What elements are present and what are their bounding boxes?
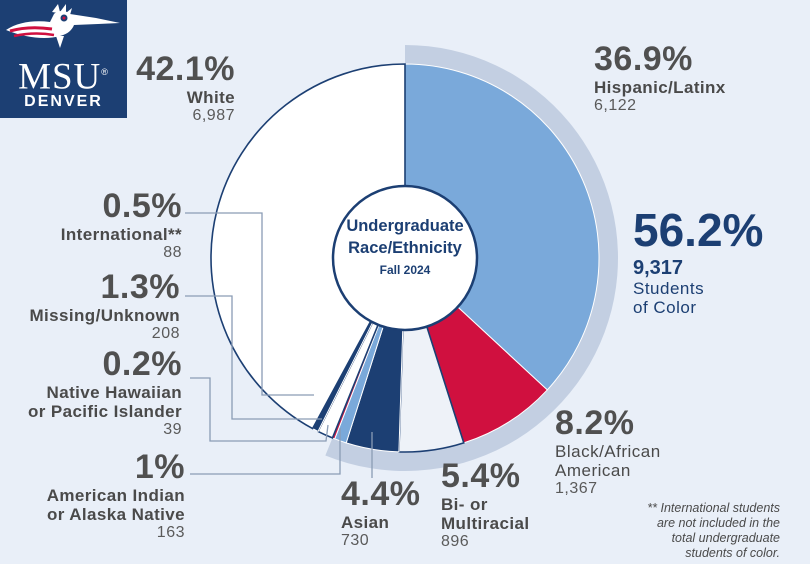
black-percent: 8.2% [555, 404, 635, 442]
label-hispanic: 36.9% Hispanic/Latinx 6,122 [594, 40, 794, 115]
students-of-color-label-2: of Color [633, 297, 697, 317]
leader-lines [185, 212, 373, 478]
native-count: 163 [156, 524, 185, 542]
footnote-line-3: total undergraduate [671, 531, 780, 545]
footnote: ** International students are not includ… [600, 501, 780, 561]
native-percent: 1% [134, 448, 185, 486]
missing-name: Missing/Unknown [29, 306, 180, 326]
asian-count: 730 [341, 532, 370, 550]
pacific-percent: 0.2% [102, 345, 182, 383]
donut-center-hole [331, 184, 479, 332]
chart-subtitle: Fall 2024 [379, 263, 431, 277]
black-name-1: Black/African [555, 442, 661, 462]
white-percent: 42.1% [136, 50, 235, 88]
leader-line-international [185, 212, 314, 396]
pacific-name-1: Native Hawaiian [46, 383, 182, 403]
footnote-line-4: students of color. [685, 546, 780, 560]
white-count: 6,987 [192, 107, 235, 125]
label-asian: 4.4% Asian 730 [341, 475, 441, 550]
hispanic-count: 6,122 [594, 97, 637, 115]
missing-percent: 1.3% [100, 268, 180, 306]
pacific-count: 39 [163, 421, 182, 439]
msu-denver-logo: MSU® DENVER [0, 0, 127, 118]
label-black: 8.2% Black/African American 1,367 [555, 404, 755, 498]
label-white: 42.1% White 6,987 [100, 50, 235, 125]
label-native: 1% American Indian or Alaska Native 163 [10, 448, 185, 542]
leader-line-pacific [190, 377, 329, 442]
multiracial-count: 896 [441, 533, 470, 551]
asian-name: Asian [341, 513, 390, 533]
logo-msu-text: MSU® [0, 52, 127, 97]
label-missing: 1.3% Missing/Unknown 208 [5, 268, 180, 343]
logo-trademark: ® [101, 67, 109, 77]
international-percent: 0.5% [102, 187, 182, 225]
asian-percent: 4.4% [341, 475, 421, 513]
international-count: 88 [163, 244, 182, 262]
leader-line-native [190, 428, 341, 475]
roadrunner-logo-icon [6, 4, 120, 48]
black-name-2: American [555, 461, 631, 481]
label-international: 0.5% International** 88 [10, 187, 182, 262]
label-multiracial: 5.4% Bi- or Multiracial 896 [441, 457, 591, 551]
pacific-name-2: or Pacific Islander [27, 402, 182, 422]
chart-title-line-2: Race/Ethnicity [348, 239, 462, 257]
logo-msu-label: MSU [18, 56, 102, 98]
hispanic-name: Hispanic/Latinx [594, 78, 726, 98]
native-name-1: American Indian [46, 486, 185, 506]
students-of-color-label-1: Students [633, 278, 705, 298]
native-name-2: or Alaska Native [46, 505, 185, 525]
chart-center-title: Undergraduate Race/Ethnicity Fall 2024 [334, 215, 476, 277]
donut-slices [210, 63, 600, 453]
missing-count: 208 [151, 325, 180, 343]
chart-title-line-1: Undergraduate [346, 217, 464, 235]
multiracial-name-2: Multiracial [441, 514, 530, 534]
leader-line-missing [185, 295, 322, 420]
students-of-color-count: 9,317 [633, 256, 684, 279]
multiracial-name-1: Bi- or [441, 495, 488, 515]
multiracial-percent: 5.4% [441, 457, 521, 495]
international-name: International** [60, 225, 182, 245]
logo-denver-text: DENVER [24, 93, 103, 110]
black-count: 1,367 [555, 480, 598, 498]
white-name: White [186, 88, 235, 108]
label-pacific: 0.2% Native Hawaiian or Pacific Islander… [10, 345, 182, 439]
footnote-line-1: ** International students [647, 501, 780, 515]
footnote-line-2: are not included in the [656, 516, 780, 530]
hispanic-percent: 36.9% [594, 40, 693, 78]
label-students-of-color: 56.2% 9,317 Students of Color [633, 204, 803, 317]
students-of-color-percent: 56.2% [633, 204, 764, 256]
